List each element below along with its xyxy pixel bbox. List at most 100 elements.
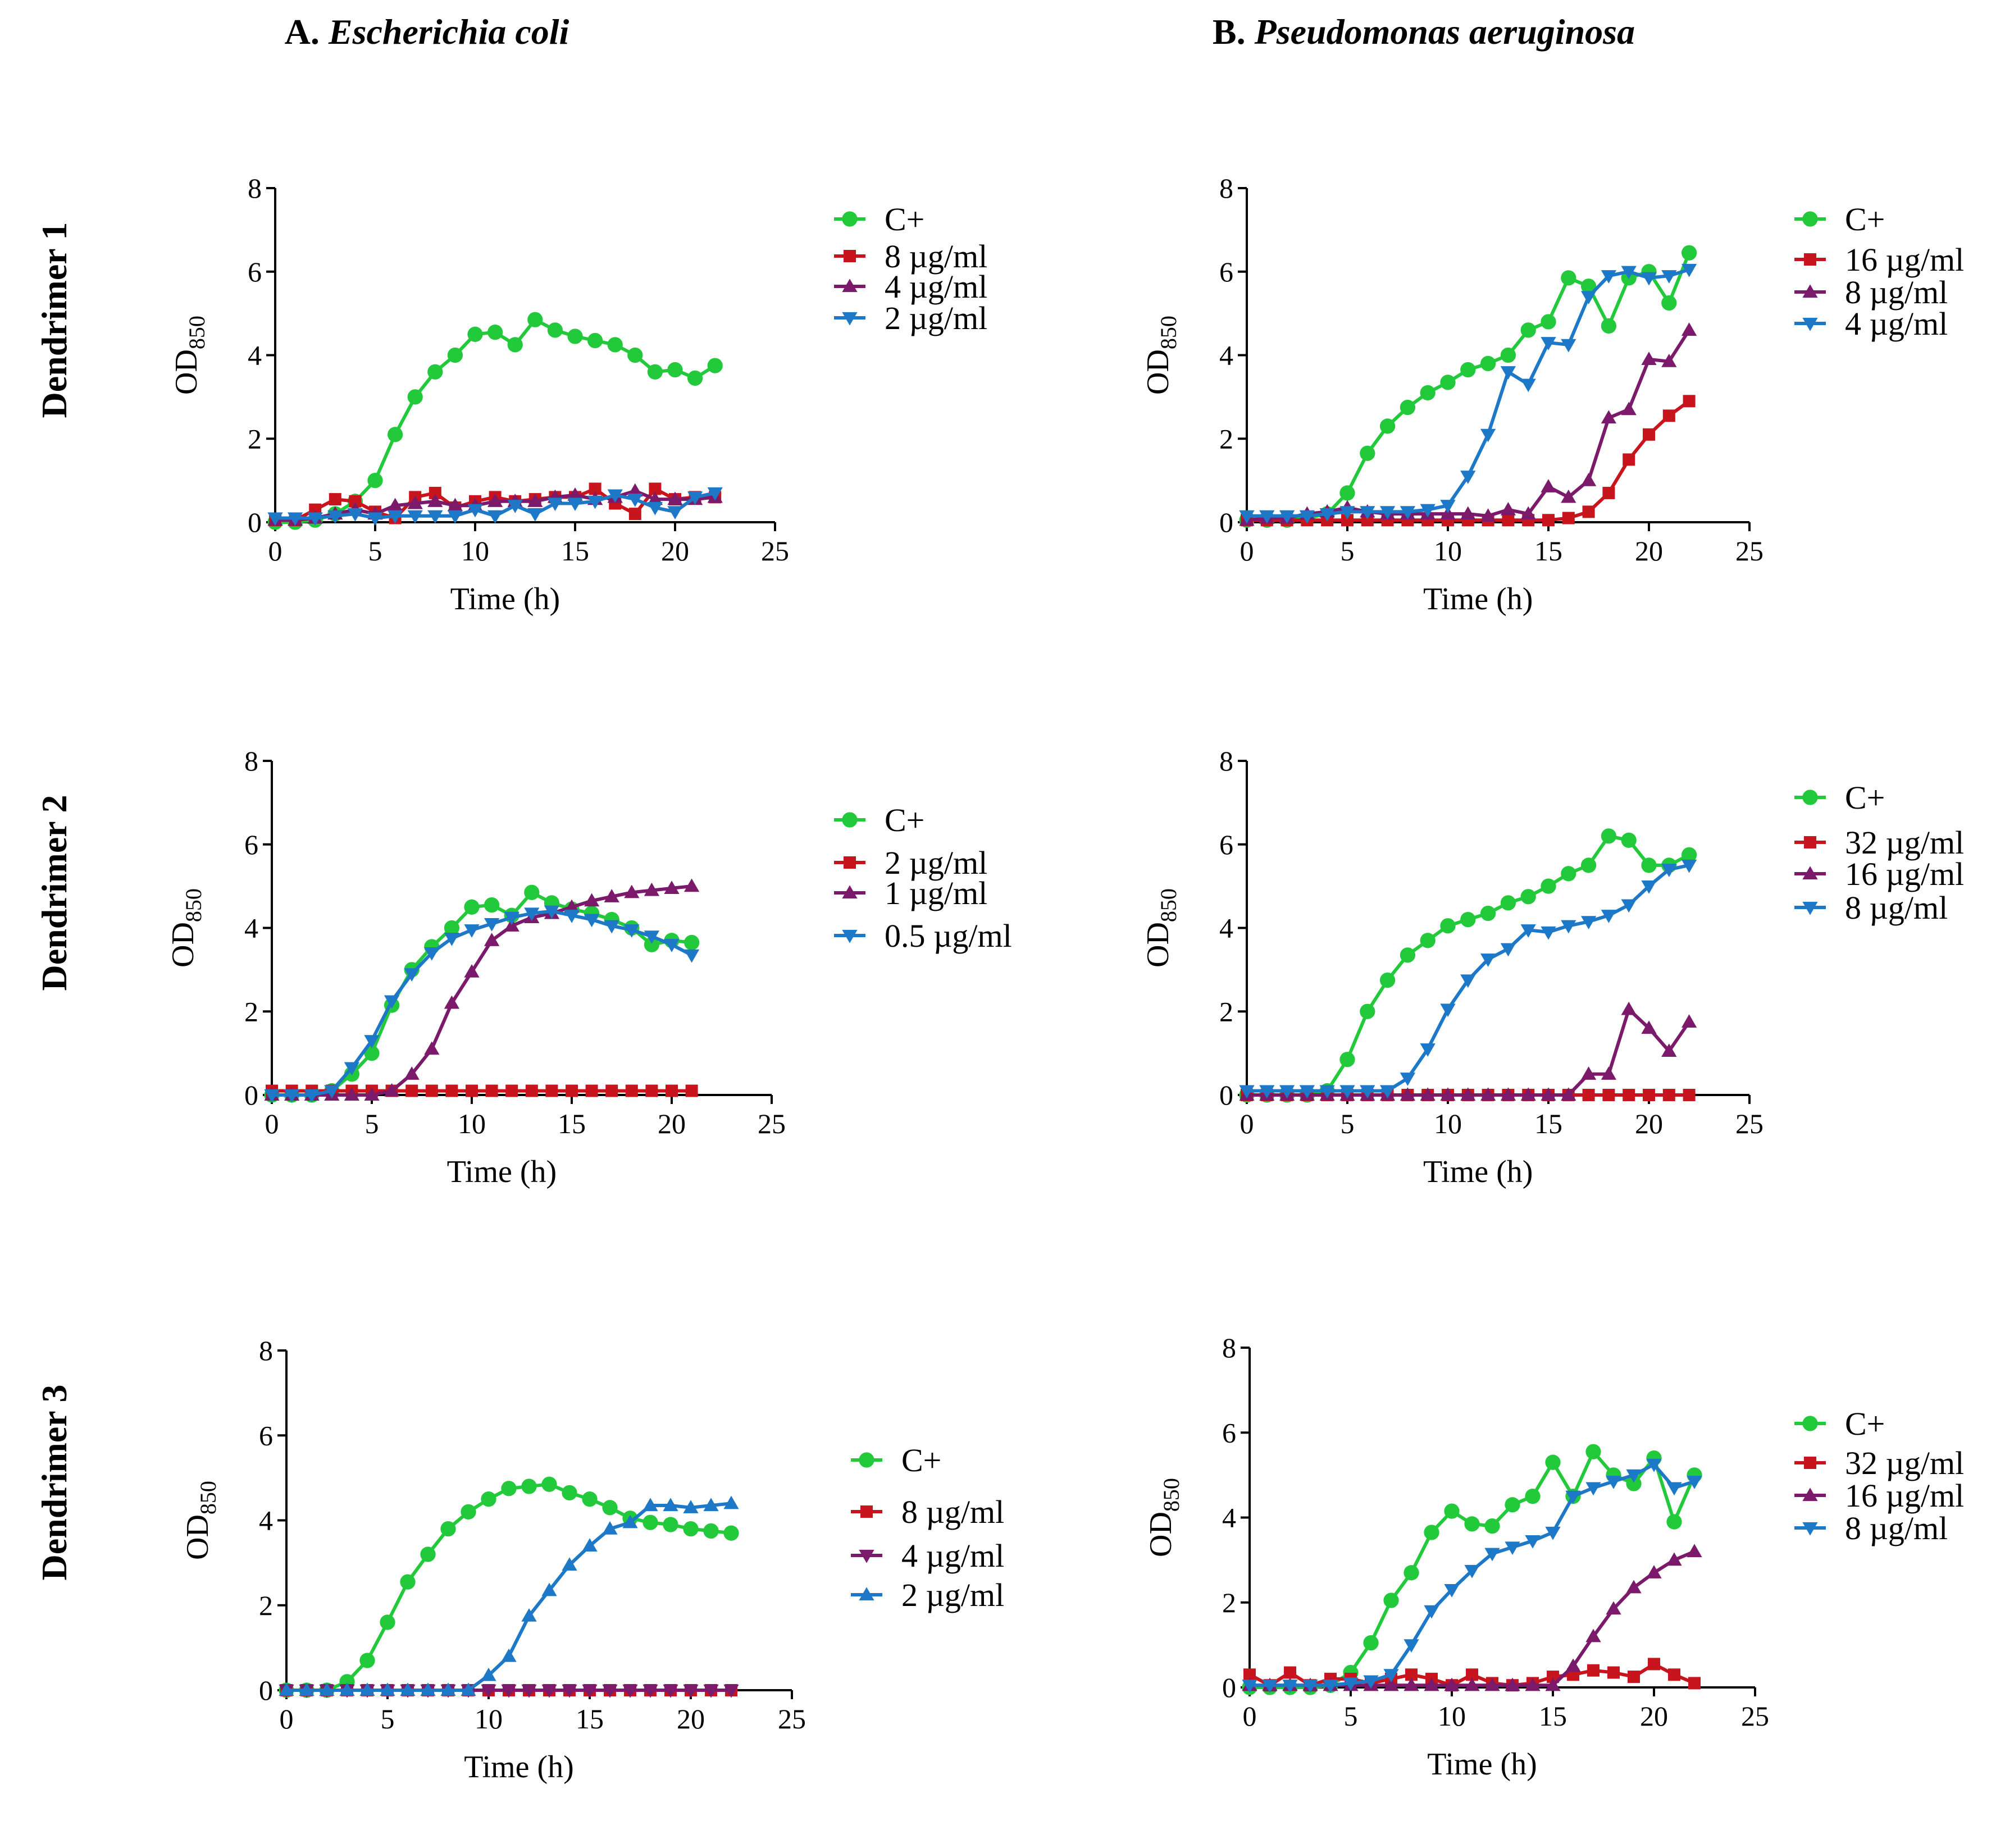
data-point [384,1083,400,1097]
data-point [364,1087,380,1101]
data-point [424,947,440,961]
series-line [1247,1007,1691,1097]
data-point [1379,506,1396,520]
data-point [1626,1469,1642,1483]
data-point [1480,508,1496,522]
data-point [420,1682,436,1696]
data-point [663,1517,678,1532]
y-tick-label: 0 [1219,507,1233,538]
legend-label: 16 µg/ml [1845,1477,1964,1514]
data-point [1606,1601,1621,1615]
data-point [1405,1668,1418,1681]
data-point [284,1089,300,1103]
data-point [1400,1073,1416,1086]
data-point [359,1682,375,1696]
data-point [664,939,680,952]
data-point [1400,1087,1416,1101]
data-point [484,918,500,932]
data-point [1621,266,1637,280]
data-point [564,910,580,923]
data-point [602,1684,618,1698]
data-point [527,494,543,507]
data-point [299,1682,315,1696]
y-tick-label: 0 [1222,1672,1236,1703]
data-point [1601,1066,1617,1080]
series-3 [267,487,723,526]
series-0 [1239,828,1697,1103]
data-point [1646,1565,1662,1578]
data-point [1641,857,1657,873]
legend-label: 4 µg/ml [1845,305,1948,342]
y-tick-label: 2 [259,1590,273,1621]
data-point [1500,895,1516,911]
data-point [1360,506,1375,520]
data-point [505,1084,518,1097]
data-point [687,370,703,386]
data-point [585,1084,598,1097]
series-2 [264,878,700,1101]
data-point [1339,1085,1355,1099]
x-tick-label: 10 [475,1703,503,1735]
data-point [287,512,303,526]
data-point [687,491,703,505]
data-point [1602,1089,1615,1101]
data-point [1662,1089,1675,1101]
data-point [1404,1677,1419,1691]
data-point [649,482,662,495]
x-tick-label: 15 [1534,1108,1562,1139]
x-tick-label: 0 [1240,1108,1254,1139]
x-tick-label: 15 [561,535,589,567]
data-point [1643,1089,1655,1101]
data-point [1299,1085,1315,1099]
series-line [1247,834,1690,1097]
data-point [1621,832,1637,848]
data-point [444,932,460,946]
data-point [667,362,683,378]
data-point [627,347,643,363]
data-point [545,1084,558,1097]
legend-label: 8 µg/ml [885,238,987,275]
data-point [364,1035,380,1048]
data-point [607,337,623,353]
data-point [1681,263,1697,277]
data-point [1484,1548,1500,1562]
data-point [1404,1639,1419,1653]
chart-panel-b-1: 0 2 4 6 8 0 5 10 15 20 25 Time (h) OD850 C+16 µg/ml8 … [1141,172,1964,617]
y-axis-title: OD850 [166,888,206,968]
x-tick-label: 0 [268,535,282,567]
data-point [1541,314,1556,330]
data-point [1545,1677,1561,1691]
data-point [1565,1490,1581,1504]
data-point [1464,1564,1480,1578]
legend-label: 32 µg/ml [1845,824,1964,861]
data-point [1520,924,1536,938]
data-point [622,1684,638,1698]
data-point [359,1653,375,1668]
data-point [1628,1671,1640,1683]
data-point [319,1682,335,1696]
x-tick-label: 10 [461,535,489,567]
data-point [1646,1458,1662,1472]
data-point [1464,1516,1480,1532]
data-point [667,506,683,520]
data-point [1383,1669,1399,1682]
legend-label: 2 µg/ml [885,300,987,336]
y-tick-label: 6 [248,256,262,288]
data-point [1601,270,1617,284]
y-tick-label: 2 [1219,423,1233,454]
data-point [380,1614,395,1630]
data-point [1480,355,1496,372]
data-point [447,510,463,524]
data-point [1383,1677,1399,1691]
data-point [461,1682,476,1696]
data-point [440,1682,456,1696]
data-point [1643,428,1655,441]
data-point [1545,1526,1561,1540]
data-point [464,924,480,938]
data-point [1661,354,1677,367]
data-point [644,937,660,952]
data-point [1360,445,1375,461]
legend-label: C+ [901,1442,941,1479]
legend-marker [1802,317,1818,331]
x-tick-label: 20 [1635,535,1663,567]
